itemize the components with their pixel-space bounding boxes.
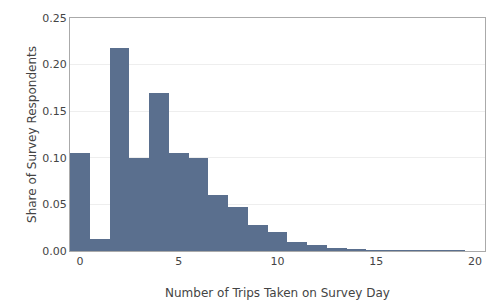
svg-text:Number of Trips Taken on Surve: Number of Trips Taken on Survey Day: [165, 286, 390, 300]
svg-text:0.05: 0.05: [42, 198, 67, 211]
svg-text:10: 10: [271, 255, 285, 268]
svg-text:20: 20: [468, 255, 482, 268]
svg-text:0.25: 0.25: [42, 12, 67, 25]
svg-text:0: 0: [76, 255, 83, 268]
svg-text:15: 15: [369, 255, 383, 268]
svg-text:0.00: 0.00: [42, 245, 67, 258]
svg-text:0.15: 0.15: [42, 105, 67, 118]
svg-text:0.20: 0.20: [42, 58, 67, 71]
svg-text:5: 5: [175, 255, 182, 268]
svg-text:Share of Survey Respondents: Share of Survey Respondents: [25, 46, 39, 223]
svg-text:0.10: 0.10: [42, 152, 67, 165]
